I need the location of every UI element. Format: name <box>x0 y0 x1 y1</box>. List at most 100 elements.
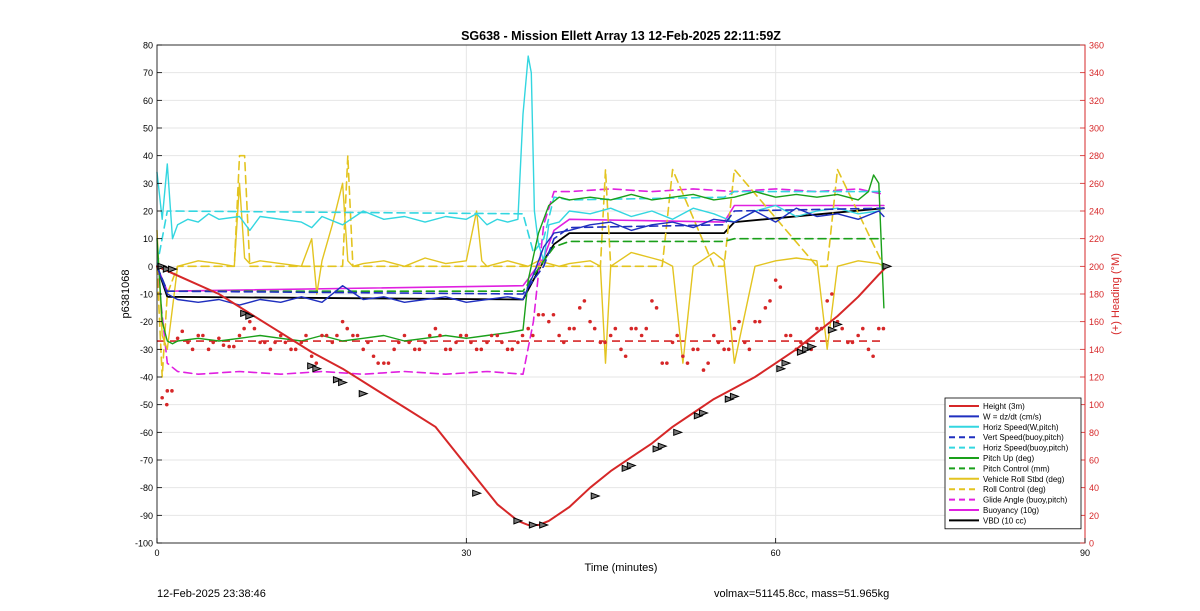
y-tick-label: 30 <box>143 179 153 189</box>
heading-point <box>262 340 267 345</box>
heading-point <box>324 333 329 338</box>
dive-marker <box>307 362 318 370</box>
y-tick-label: -70 <box>140 456 153 466</box>
dive-marker <box>626 461 637 470</box>
dive-marker <box>167 265 178 273</box>
heading-point <box>876 326 881 331</box>
heading-point <box>881 326 886 331</box>
heading-point <box>510 347 515 352</box>
y-tick-label: 20 <box>143 207 153 217</box>
heading-point <box>557 333 561 338</box>
y2-tick-label: 40 <box>1089 483 1099 493</box>
heading-point <box>753 319 757 324</box>
heading-point <box>340 319 345 324</box>
dive-marker <box>796 348 807 356</box>
heading-point <box>778 285 783 289</box>
heading-point <box>784 333 788 338</box>
heading-point <box>531 333 535 338</box>
y2-tick-label: 120 <box>1089 373 1104 383</box>
y-axis-label: p6381068 <box>120 270 132 319</box>
y2-tick-label: 80 <box>1089 428 1099 438</box>
y-tick-label: 80 <box>143 41 153 51</box>
heading-point <box>582 299 587 303</box>
heading-point <box>722 347 726 352</box>
x-tick-label: 0 <box>154 548 159 558</box>
dive-marker <box>652 445 663 453</box>
heading-point <box>211 340 215 345</box>
y2-tick-label: 140 <box>1089 345 1104 355</box>
y2-tick-label: 160 <box>1089 317 1104 327</box>
heading-point <box>577 306 582 310</box>
heading-point <box>438 333 442 338</box>
heading-point <box>737 319 741 324</box>
dive-marker <box>472 489 483 497</box>
heading-point <box>598 340 603 345</box>
heading-point <box>871 354 875 359</box>
heading-point <box>355 333 360 338</box>
heading-point <box>289 347 293 352</box>
heading-point <box>464 333 469 338</box>
y2-tick-label: 260 <box>1089 179 1104 189</box>
heading-point <box>819 326 824 331</box>
heading-point <box>629 326 634 331</box>
legend-label: Vert Speed(buoy,pitch) <box>983 433 1064 442</box>
y-tick-label: -100 <box>135 539 153 549</box>
y-tick-label: -40 <box>140 373 153 383</box>
heading-point <box>495 333 500 338</box>
heading-point <box>572 326 576 331</box>
heading-point <box>361 347 366 352</box>
heading-point <box>423 340 427 345</box>
y-tick-label: 40 <box>143 151 153 161</box>
heading-point <box>505 347 510 352</box>
heading-point <box>696 347 700 352</box>
heading-point <box>634 326 638 331</box>
heading-point <box>830 292 834 296</box>
dive-marker <box>673 428 684 437</box>
heading-point <box>526 326 530 331</box>
heading-point <box>732 326 737 331</box>
series-line-w-dz-dt-cm-s <box>156 207 885 306</box>
y-tick-label: 70 <box>143 68 153 78</box>
heading-point <box>613 326 618 331</box>
y-tick-label: -10 <box>140 290 153 300</box>
footer-volmax-mass: volmax=51145.8cc, mass=51.965kg <box>714 588 890 600</box>
chart-title: SG638 - Mission Ellett Array 13 12-Feb-2… <box>461 29 781 43</box>
heading-point <box>799 340 803 345</box>
x-axis-label: Time (minutes) <box>585 562 658 574</box>
heading-point <box>165 389 170 393</box>
heading-point <box>366 340 370 345</box>
heading-point <box>701 368 706 372</box>
series-line-height-3m <box>156 265 888 526</box>
heading-point <box>757 319 762 324</box>
series-line-glide-angle-buoy-pitch <box>156 188 885 375</box>
dive-marker <box>698 409 709 417</box>
heading-point <box>190 347 195 352</box>
heading-point <box>665 361 669 365</box>
heading-point <box>551 312 556 317</box>
heading-point <box>376 361 380 365</box>
heading-point <box>164 402 169 407</box>
legend-box <box>944 397 1082 530</box>
y2-tick-label: 0 <box>1089 539 1094 549</box>
heading-point <box>309 354 314 359</box>
dive-marker <box>245 312 256 320</box>
x-tick-label: 60 <box>771 548 781 558</box>
dive-marker <box>240 309 251 318</box>
footer-timestamp: 12-Feb-2025 23:38:46 <box>157 588 266 600</box>
dive-marker <box>781 359 792 367</box>
heading-point <box>227 344 231 349</box>
y2-tick-label: 60 <box>1089 456 1099 466</box>
series-line-vert-speed-buoy-pitch <box>156 207 885 295</box>
heading-point <box>217 336 221 341</box>
y2-axis-label: (+) Heading (°M) <box>1110 253 1122 335</box>
dive-marker <box>590 492 601 500</box>
dive-marker <box>332 376 343 384</box>
heading-point <box>500 340 504 345</box>
dive-marker <box>776 364 787 373</box>
heading-point <box>603 340 607 345</box>
heading-point <box>815 326 819 331</box>
heading-point <box>407 340 411 345</box>
y2-tick-label: 20 <box>1089 511 1099 521</box>
heading-point <box>258 340 262 345</box>
